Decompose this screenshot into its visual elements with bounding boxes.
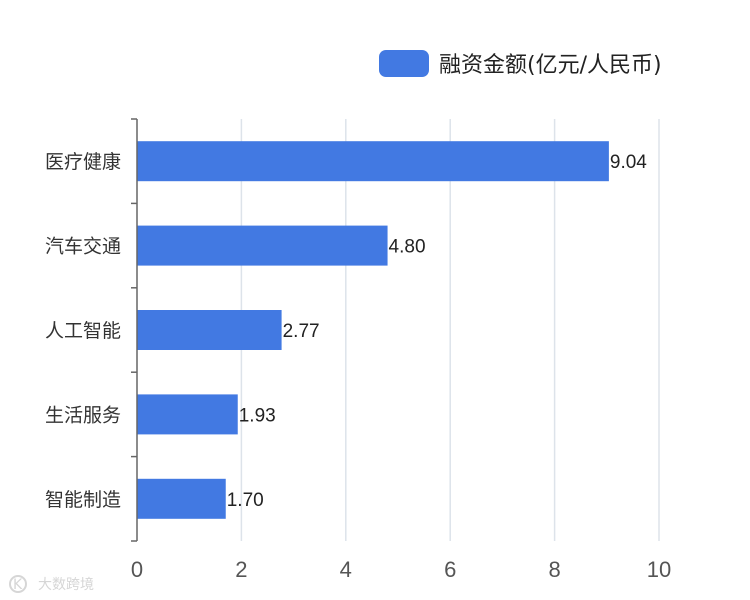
watermark-logo-text: K (13, 577, 23, 593)
watermark-logo-icon (9, 575, 27, 593)
legend[interactable]: 融资金额(亿元/人民币) (379, 50, 662, 78)
data-label: 9.04 (610, 152, 647, 173)
x-tick-label: 0 (131, 557, 143, 582)
category-label: 智能制造 (45, 489, 121, 511)
watermark: K 大数跨境 (9, 575, 94, 593)
legend-label: 融资金额(亿元/人民币) (439, 53, 662, 78)
data-label: 4.80 (389, 237, 426, 258)
axes (131, 118, 138, 542)
legend-swatch (379, 50, 429, 77)
category-label: 人工智能 (45, 320, 121, 342)
bar[interactable] (137, 310, 282, 350)
data-label: 1.93 (239, 405, 276, 426)
x-tick-label: 10 (647, 557, 671, 582)
category-label: 生活服务 (45, 404, 121, 426)
bar[interactable] (137, 141, 609, 182)
labels: 0 2 4 6 8 10 医疗健康 9.04 汽车交通 4.80 人工智能 2.77 生活服务 1.93 智… (45, 151, 671, 582)
bar[interactable] (137, 478, 226, 519)
grid-lines (240, 119, 660, 541)
x-tick-label: 4 (340, 557, 352, 582)
bar[interactable] (137, 225, 388, 266)
data-label: 2.77 (283, 321, 320, 342)
x-tick-label: 2 (235, 557, 247, 582)
x-tick-label: 8 (548, 557, 560, 582)
watermark-text: 大数跨境 (38, 577, 94, 593)
category-label: 汽车交通 (45, 236, 121, 258)
bars (137, 141, 609, 519)
bar[interactable] (137, 394, 238, 435)
data-label: 1.70 (227, 490, 264, 511)
x-tick-label: 6 (444, 557, 456, 582)
category-label: 医疗健康 (45, 151, 121, 173)
